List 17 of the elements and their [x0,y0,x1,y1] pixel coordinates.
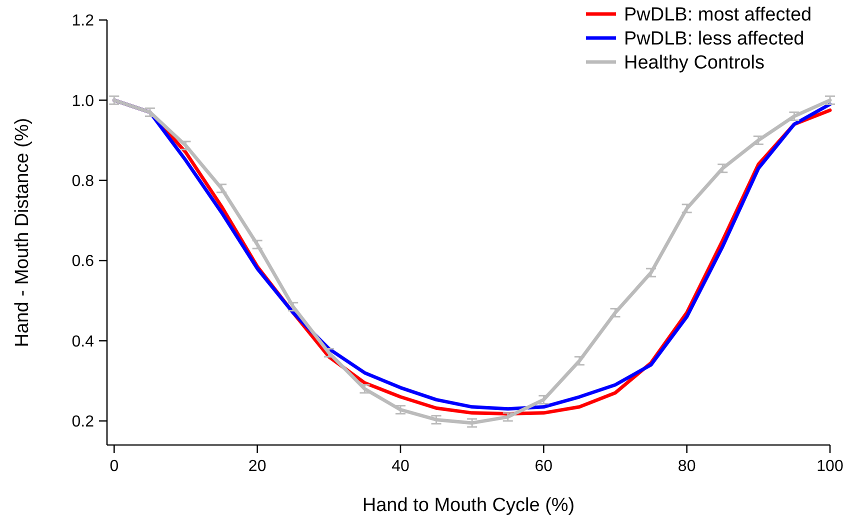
x-tick-label: 40 [392,458,410,475]
y-axis-title: Hand - Mouth Distance (%) [12,118,33,348]
x-axis-title: Hand to Mouth Cycle (%) [362,495,575,516]
x-tick-label: 0 [110,458,119,475]
x-tick-label: 20 [248,458,266,475]
y-tick-label: 0.8 [72,172,94,190]
legend-label: PwDLB: most affected [624,4,812,26]
y-tick-label: 0.6 [72,253,94,270]
legend-label: PwDLB: less affected [624,28,804,50]
x-tick-label: 80 [678,458,696,475]
y-tick-label: 0.4 [72,333,94,350]
y-tick-label: 1.0 [72,92,94,110]
y-tick-label: 0.2 [72,414,94,431]
legend-label: Healthy Controls [624,52,764,74]
x-tick-label: 100 [816,458,844,475]
x-tick-label: 60 [534,458,553,475]
y-tick-label: 1.2 [72,12,94,30]
